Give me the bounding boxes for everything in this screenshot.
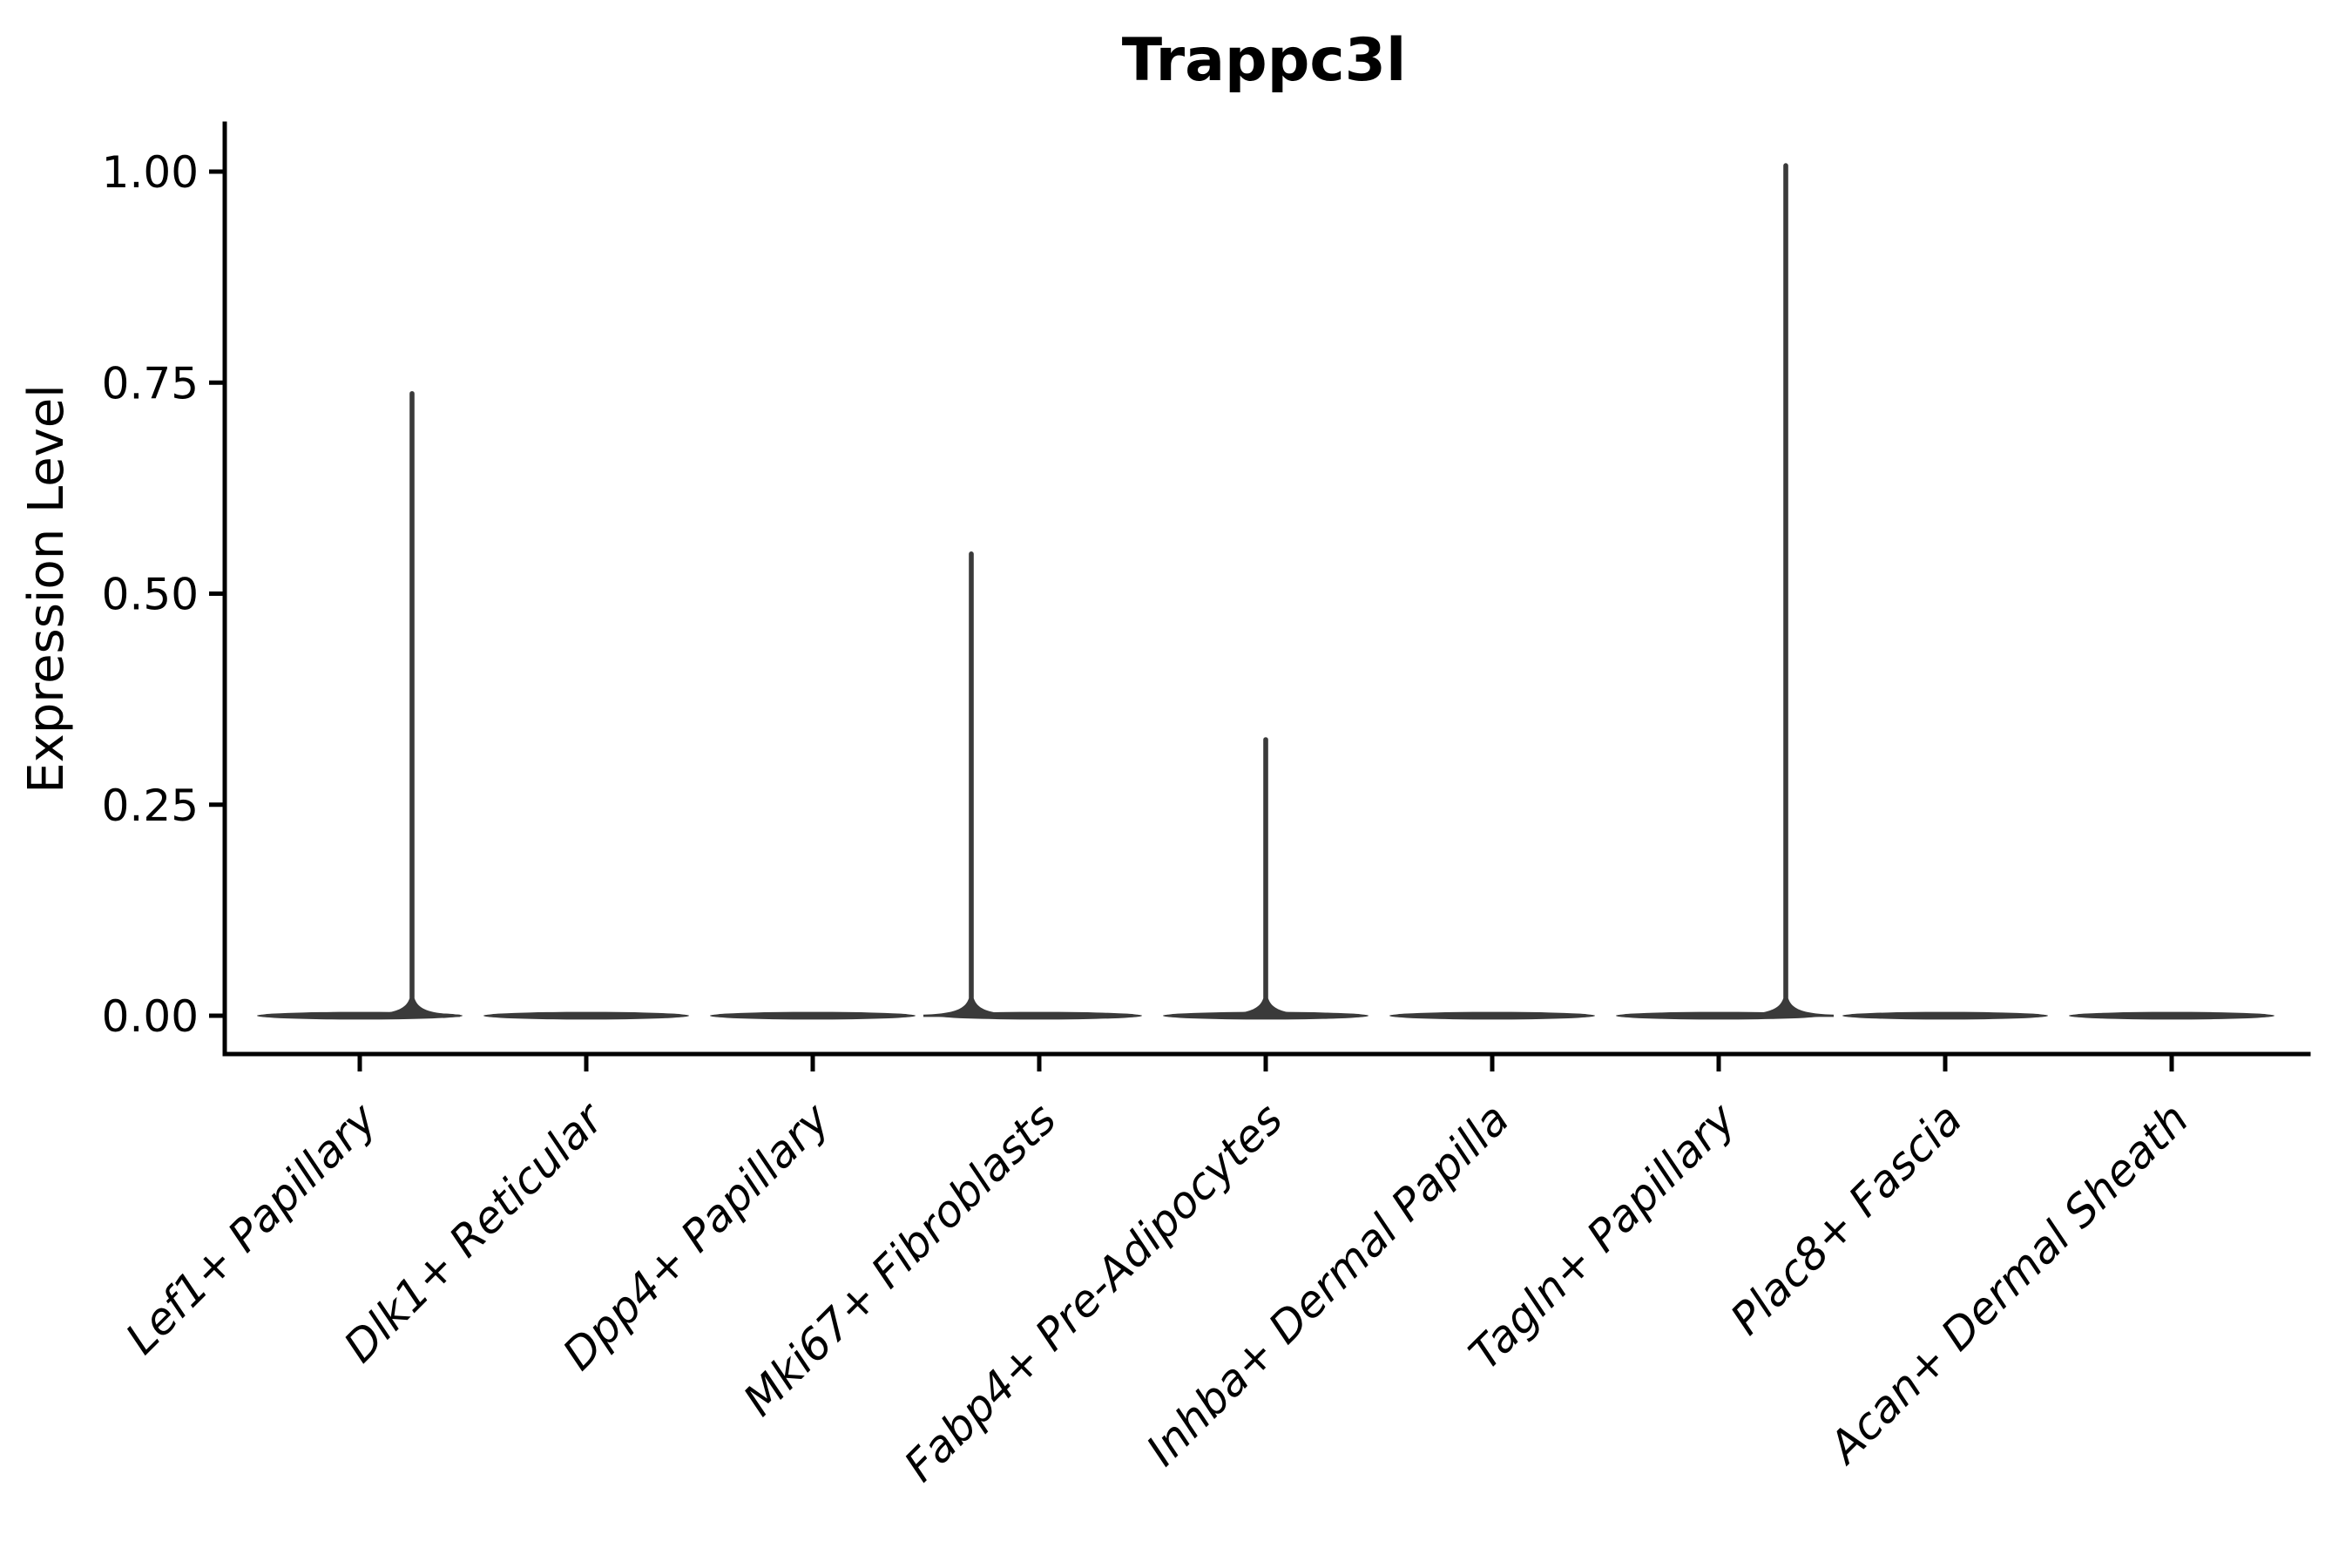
violin-mki67 (923, 551, 1142, 1020)
violin-fabp4 (1163, 737, 1369, 1020)
violin-dpp4 (710, 1011, 916, 1020)
violin-plac8 (1842, 1011, 2048, 1020)
x-tick-label-plac8: Plac8+ Fascia (1721, 1093, 1972, 1344)
violin-density-spike (1218, 737, 1314, 1017)
y-tick-label: 0.75 (102, 358, 199, 409)
violin-acan (2069, 1011, 2274, 1020)
violin-lef1 (257, 390, 463, 1020)
violin-body (710, 1011, 916, 1020)
violin-body (483, 1011, 689, 1020)
violin-dlk1 (483, 1011, 689, 1020)
violin-body (2069, 1011, 2274, 1020)
violin-body (1842, 1011, 2048, 1020)
violin-density-spike (364, 390, 460, 1017)
y-tick-label: 0.00 (102, 991, 199, 1042)
violin-tagln (1616, 163, 1834, 1020)
y-tick-label: 0.50 (102, 570, 199, 620)
y-tick-label: 0.25 (102, 781, 199, 831)
x-tick-label-inhba: Inhba+ Dermal Papilla (1137, 1093, 1518, 1475)
x-tick-label-fabp4: Fabp4+ Pre-Adipocytes (895, 1093, 1293, 1491)
y-tick-label: 1.00 (102, 147, 199, 198)
violin-body (1389, 1011, 1595, 1020)
violin-density-spike (923, 551, 1019, 1017)
violin-inhba (1389, 1011, 1595, 1020)
chart-title: Trappc3l (1122, 26, 1407, 95)
axis-spines (222, 121, 2311, 1057)
y-axis-label: Expression Level (18, 384, 75, 794)
x-tick-label-acan: Acan+ Dermal Sheath (1818, 1093, 2199, 1474)
violin-density-spike (1738, 163, 1834, 1017)
